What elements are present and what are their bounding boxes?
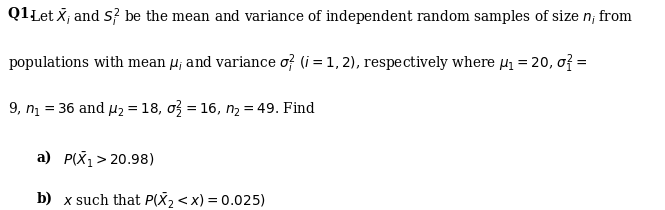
Text: 9, $n_1 = 36$ and $\mu_2 = 18$, $\sigma_2^2 = 16$, $n_2 = 49$. Find: 9, $n_1 = 36$ and $\mu_2 = 18$, $\sigma_… xyxy=(8,99,316,121)
Text: a): a) xyxy=(37,150,52,164)
Text: $P(\bar{X}_1 > 20.98)$: $P(\bar{X}_1 > 20.98)$ xyxy=(63,150,154,170)
Text: b): b) xyxy=(37,191,53,205)
Text: Let $\bar{X}_i$ and $S_i^2$ be the mean and variance of independent random sampl: Let $\bar{X}_i$ and $S_i^2$ be the mean … xyxy=(30,6,633,29)
Text: Q1.: Q1. xyxy=(8,6,39,20)
Text: populations with mean $\mu_i$ and variance $\sigma_i^2$ $(i = 1, 2)$, respective: populations with mean $\mu_i$ and varian… xyxy=(8,52,587,75)
Text: $x$ such that $P(\bar{X}_2 < x) = 0.025)$: $x$ such that $P(\bar{X}_2 < x) = 0.025)… xyxy=(63,191,266,210)
